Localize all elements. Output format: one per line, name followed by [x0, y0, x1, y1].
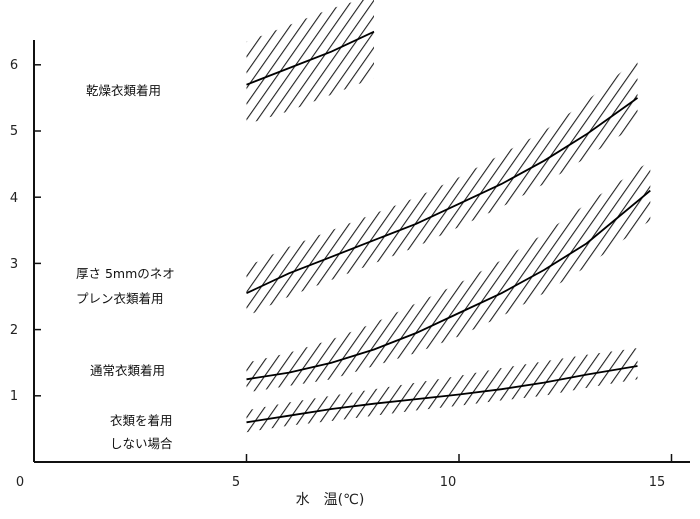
annotation-no-clothing-line2: しない場合	[110, 436, 173, 451]
x-axis-label: 水 温(℃)	[296, 492, 365, 508]
x-tick-label-5: 5	[232, 475, 240, 490]
y-tick-label-3: 3	[10, 257, 18, 272]
annotation-no-clothing-line1: 衣類を着用	[110, 413, 173, 428]
series-band-1	[246, 0, 374, 125]
annotation-neoprene-line1: 厚さ 5mmのネオ	[76, 266, 175, 281]
series-lines	[246, 30, 651, 424]
annotation-normal-clothing: 通常衣類着用	[90, 363, 165, 378]
y-tick-label-5: 5	[10, 124, 18, 139]
y-tick-label-2: 2	[10, 323, 18, 338]
series-band-4	[246, 348, 638, 433]
series-annotations: 乾燥衣類着用 厚さ 5mmのネオ プレン衣類着用 通常衣類着用 衣類を着用 しな…	[76, 83, 175, 451]
axis-ticks	[34, 64, 673, 462]
y-tick-label-4: 4	[10, 191, 18, 206]
series-line-1	[246, 30, 375, 86]
annotation-dry-clothing: 乾燥衣類着用	[86, 83, 161, 98]
x-tick-label-10: 10	[440, 475, 457, 490]
annotation-neoprene-line2: プレン衣類着用	[76, 291, 164, 306]
uncertainty-bands	[246, 0, 651, 433]
series-line-4	[246, 365, 638, 424]
series-band-3	[246, 160, 651, 393]
x-tick-label-0: 0	[16, 475, 24, 490]
y-tick-label-6: 6	[10, 58, 18, 73]
y-tick-label-1: 1	[10, 389, 18, 404]
series-line-3	[246, 189, 651, 381]
axes	[33, 40, 690, 463]
tick-labels: 0 5 10 15 1 2 3 4 5 6	[10, 58, 665, 490]
series-line-2	[246, 97, 639, 295]
x-tick-label-15: 15	[649, 475, 666, 490]
